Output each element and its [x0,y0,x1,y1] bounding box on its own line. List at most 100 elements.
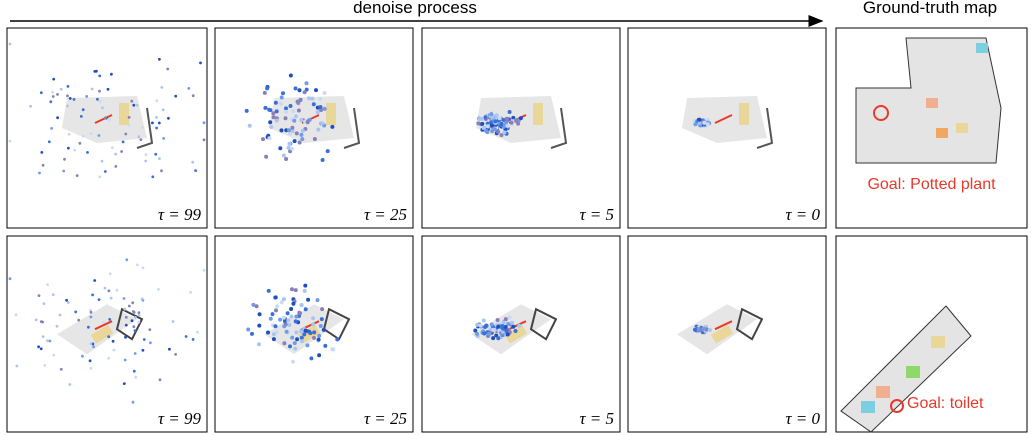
sample-dot [107,357,110,360]
sample-dot [295,131,299,135]
sample-dot [271,312,275,316]
sample-dot [104,116,107,119]
sample-dot [321,158,325,162]
sample-dot [320,307,324,311]
gt-object [906,366,920,378]
sample-dot [281,91,285,95]
sample-dot [98,134,101,137]
sample-dot [46,283,49,286]
sample-dot [284,110,288,114]
sample-dot [506,124,510,128]
sample-dot [278,146,282,150]
sample-dot [123,308,126,311]
sample-dot [257,342,261,346]
sample-dot [66,95,69,98]
sample-dot [132,104,135,107]
sample-dot [95,70,98,73]
sample-dot [60,368,63,371]
sample-dot [246,328,250,332]
sample-dot [125,316,128,319]
sample-dot [290,147,294,151]
sample-dot [108,118,111,121]
sample-dot [203,269,206,272]
map-object [119,103,129,125]
sample-dot [248,124,252,128]
tau-label: τ = 5 [579,205,614,224]
sample-dot [698,118,702,122]
sample-dot [519,116,523,120]
sample-dot [500,324,504,328]
sample-dot [107,335,110,338]
gt-label: Ground-truth map [863,0,997,17]
sample-dot [133,311,136,314]
sample-dot [312,102,316,106]
sample-dot [294,114,298,118]
sample-dot [48,140,51,143]
sample-dot [50,127,53,130]
sample-dot [293,347,297,351]
sample-dot [101,160,104,163]
sample-dot [59,314,62,317]
sample-dot [272,115,276,119]
sample-dot [510,321,514,325]
sample-dot [514,329,518,333]
sample-dot [496,336,500,340]
sample-dot [120,150,123,153]
sample-dot [35,319,38,322]
sample-dot [149,341,152,344]
sample-dot [124,336,127,339]
sample-dot [284,157,288,161]
sample-dot [287,128,291,132]
sample-dot [287,146,291,150]
sample-dot [285,330,289,334]
sample-dot [294,315,298,319]
sample-dot [130,100,133,103]
sample-dot [91,88,94,91]
sample-dot [140,138,143,141]
sample-dot [300,339,304,343]
sample-dot [272,332,276,336]
sample-dot [81,355,84,358]
sample-dot [473,329,477,333]
sample-dot [9,43,12,46]
sample-dot [493,127,497,131]
sample-dot [318,97,322,101]
sample-dot [60,88,63,91]
sample-dot [112,340,115,343]
sample-dot [288,142,292,146]
sample-dot [504,329,508,333]
sample-dot [255,304,259,308]
map-object [326,103,336,125]
sample-dot [292,119,296,123]
sample-dot [265,86,269,90]
sample-dot [297,109,301,113]
sample-dot [56,116,59,119]
sample-dot [267,289,271,293]
sample-dot [89,367,92,370]
sample-dot [134,376,137,379]
tau-label: τ = 5 [579,409,614,428]
sample-dot [108,318,111,321]
sample-dot [282,324,286,328]
sample-dot [289,307,293,311]
sample-dot [42,335,45,338]
sample-dot [133,370,136,373]
sample-dot [101,107,104,110]
sample-dot [310,97,314,101]
sample-dot [111,146,114,149]
sample-dot [495,113,499,117]
sample-dot [274,101,278,105]
sample-dot [128,305,131,308]
sample-dot [299,133,303,137]
sample-dot [517,324,521,328]
sample-dot [290,287,294,291]
sample-dot [280,128,284,132]
tau-label: τ = 0 [785,409,820,428]
sample-dot [303,284,307,288]
sample-dot [151,175,154,178]
sample-dot [154,153,157,156]
sample-dot [98,75,101,78]
sample-dot [43,302,46,305]
sample-dot [141,298,144,301]
sample-dot [302,332,306,336]
